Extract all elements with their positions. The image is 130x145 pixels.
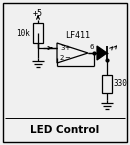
Polygon shape	[57, 43, 88, 63]
Text: 2: 2	[60, 55, 64, 61]
Text: 3: 3	[60, 45, 64, 51]
Text: +: +	[64, 45, 70, 51]
Text: +5: +5	[33, 9, 43, 18]
Text: 330: 330	[114, 79, 128, 88]
Text: −: −	[64, 55, 70, 61]
Bar	[33, 23, 43, 43]
Polygon shape	[97, 46, 107, 60]
Text: 6: 6	[90, 44, 95, 50]
Text: 10k: 10k	[16, 29, 30, 38]
Text: LF411: LF411	[65, 31, 90, 40]
Text: LED Control: LED Control	[30, 125, 100, 135]
Bar	[102, 75, 112, 93]
